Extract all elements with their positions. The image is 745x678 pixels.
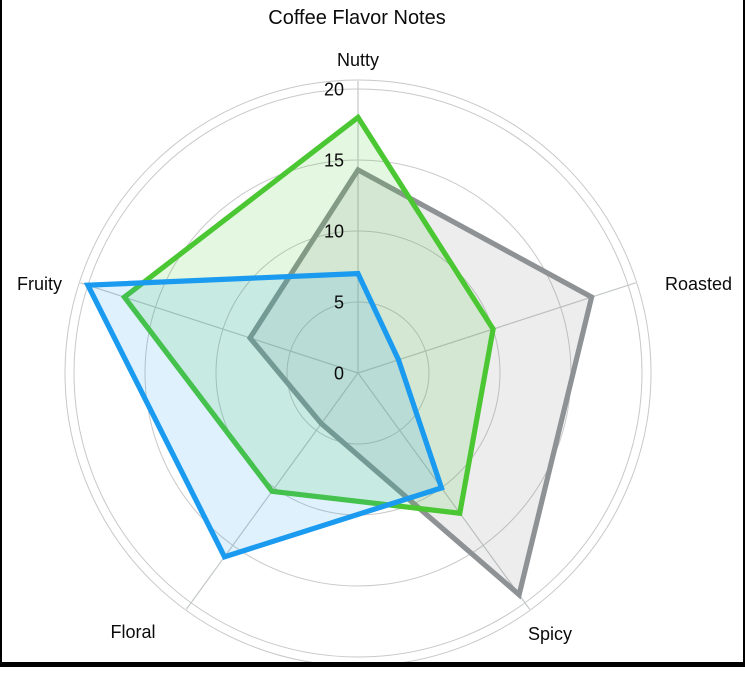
tick-label-10: 10 xyxy=(324,222,344,242)
series-polygon-green xyxy=(120,113,496,517)
series-polygon-blue xyxy=(83,270,445,560)
label-layer: 20 15 10 5 0 Nutty Roasted Spicy Floral Fruity xyxy=(17,50,732,644)
chart-title: Coffee Flavor Notes xyxy=(268,7,446,29)
axis-label-nutty: Nutty xyxy=(337,50,379,70)
series-layer xyxy=(83,113,595,600)
axis-label-roasted: Roasted xyxy=(665,274,732,294)
axis-spoke-spicy xyxy=(357,372,531,610)
tick-label-15: 15 xyxy=(324,151,344,171)
axis-label-floral: Floral xyxy=(110,622,155,642)
axis-label-spicy: Spicy xyxy=(528,624,572,644)
tick-label-0: 0 xyxy=(334,364,344,384)
tick-label-20: 20 xyxy=(324,80,344,100)
axis-label-fruity: Fruity xyxy=(17,274,62,294)
tick-label-5: 5 xyxy=(334,293,344,313)
